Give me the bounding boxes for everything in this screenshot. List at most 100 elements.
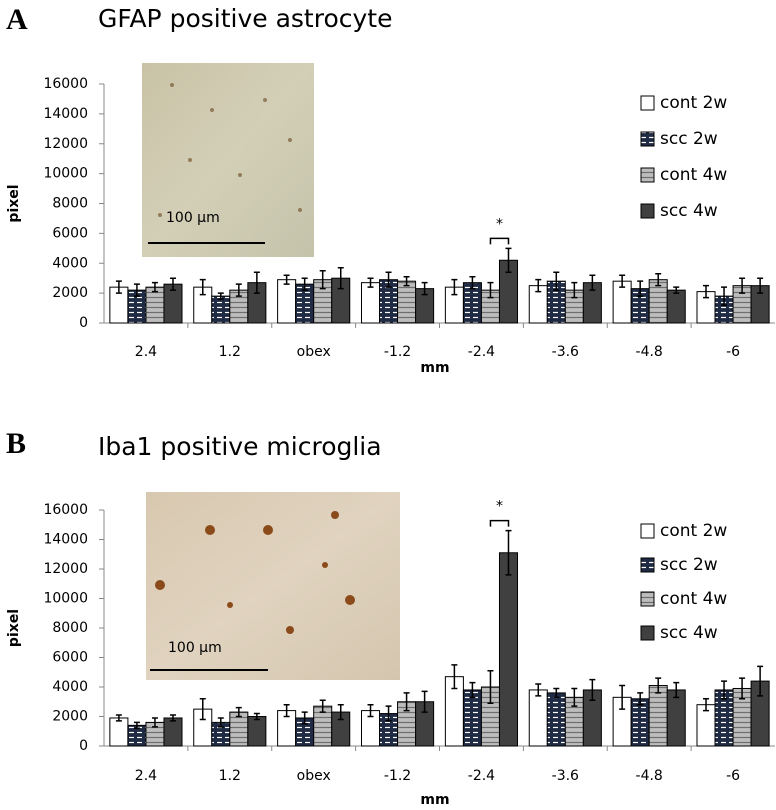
y-tick-label: 4000	[52, 255, 88, 271]
legend-label: scc 2w	[660, 555, 718, 575]
error-bar	[487, 670, 494, 704]
error-bar	[451, 278, 458, 296]
x-tick-label: -6	[726, 344, 740, 360]
y-tick-label: 16000	[43, 502, 88, 518]
legend-swatch	[640, 557, 655, 573]
error-bar	[589, 274, 596, 291]
y-tick-label: 2000	[52, 285, 88, 301]
x-tick-label: -3.6	[552, 768, 579, 784]
error-bar	[505, 247, 512, 273]
error-bar	[367, 703, 374, 718]
error-bar	[637, 692, 644, 706]
legend-label: scc 4w	[660, 623, 718, 643]
error-bar	[115, 280, 122, 294]
x-tick-label: 1.2	[219, 344, 241, 360]
legend-swatch	[640, 625, 655, 641]
x-tick-label: -1.2	[384, 768, 411, 784]
error-bar	[421, 281, 428, 296]
error-bar	[655, 677, 662, 694]
y-tick-label: 0	[79, 738, 88, 754]
error-bar	[535, 278, 542, 293]
y-tick-label: 6000	[52, 225, 88, 241]
error-bar	[757, 277, 764, 294]
significance-bracket	[489, 237, 510, 245]
error-bar	[301, 711, 308, 725]
error-bar	[337, 703, 344, 721]
x-axis-title: mm	[420, 360, 449, 376]
error-bar	[739, 277, 746, 294]
error-bar	[571, 687, 578, 707]
chart-title: Iba1 positive microglia	[98, 432, 382, 461]
error-bar	[703, 284, 710, 299]
x-tick-label: 2.4	[135, 344, 157, 360]
y-tick-label: 14000	[43, 532, 88, 548]
error-bar	[217, 717, 224, 728]
error-bar	[553, 271, 560, 291]
error-bar	[505, 529, 512, 576]
significance-bracket	[489, 519, 510, 527]
error-bar	[385, 705, 392, 722]
error-bar	[655, 272, 662, 287]
legend-label: cont 4w	[660, 165, 727, 185]
legend-label: cont 2w	[660, 521, 727, 541]
error-bar	[199, 278, 206, 296]
error-bar	[169, 714, 176, 722]
bar	[277, 279, 297, 324]
legend-swatch	[640, 523, 655, 539]
y-tick-label: 0	[79, 315, 88, 331]
error-bar	[169, 277, 176, 291]
x-tick-label: 2.4	[135, 768, 157, 784]
error-bar	[253, 712, 260, 721]
legend-label: cont 2w	[660, 93, 727, 113]
error-bar	[253, 271, 260, 294]
error-bar	[133, 721, 140, 730]
error-bar	[385, 271, 392, 288]
x-tick-label: 1.2	[219, 768, 241, 784]
y-tick-label: 4000	[52, 679, 88, 695]
error-bar	[637, 280, 644, 297]
y-axis-title: pixel	[6, 609, 22, 647]
legend-swatch	[640, 131, 655, 147]
error-bar	[283, 274, 290, 285]
bar	[666, 689, 686, 747]
error-bar	[235, 283, 242, 297]
error-bar	[337, 266, 344, 290]
chart-title: GFAP positive astrocyte	[98, 4, 392, 33]
error-bar	[757, 665, 764, 697]
legend-label: scc 2w	[660, 129, 718, 149]
y-tick-label: 10000	[43, 591, 88, 607]
bar	[247, 716, 267, 747]
error-bar	[301, 277, 308, 291]
bar	[211, 295, 231, 324]
y-tick-label: 6000	[52, 650, 88, 666]
error-bar	[151, 281, 158, 293]
error-bar	[619, 684, 626, 710]
error-bar	[487, 281, 494, 299]
bar	[498, 552, 519, 747]
y-tick-label: 10000	[43, 166, 88, 182]
panel-letter: B	[6, 427, 26, 460]
bar	[630, 698, 650, 747]
error-bar	[199, 698, 206, 721]
x-tick-label: -2.4	[468, 344, 495, 360]
error-bar	[403, 275, 410, 287]
error-bar	[421, 690, 428, 713]
x-tick-label: -6	[726, 768, 740, 784]
legend-label: cont 4w	[660, 589, 727, 609]
legend-swatch	[640, 95, 655, 111]
error-bar	[319, 699, 326, 713]
y-tick-label: 2000	[52, 709, 88, 725]
significance-marker: *	[496, 499, 503, 515]
error-bar	[721, 680, 728, 700]
bar	[648, 685, 668, 747]
error-bar	[451, 664, 458, 690]
significance-marker: *	[496, 216, 503, 232]
error-bar	[673, 286, 680, 294]
scale-bar-label: 100 µm	[168, 640, 222, 656]
error-bar	[403, 692, 410, 712]
bar	[163, 717, 183, 747]
x-axis-title: mm	[420, 792, 449, 808]
error-bar	[673, 681, 680, 699]
x-tick-label: obex	[297, 768, 331, 784]
